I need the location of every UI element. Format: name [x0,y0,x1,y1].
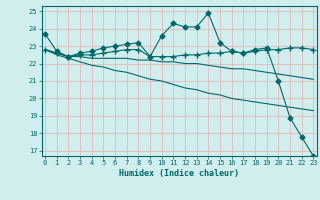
X-axis label: Humidex (Indice chaleur): Humidex (Indice chaleur) [119,169,239,178]
